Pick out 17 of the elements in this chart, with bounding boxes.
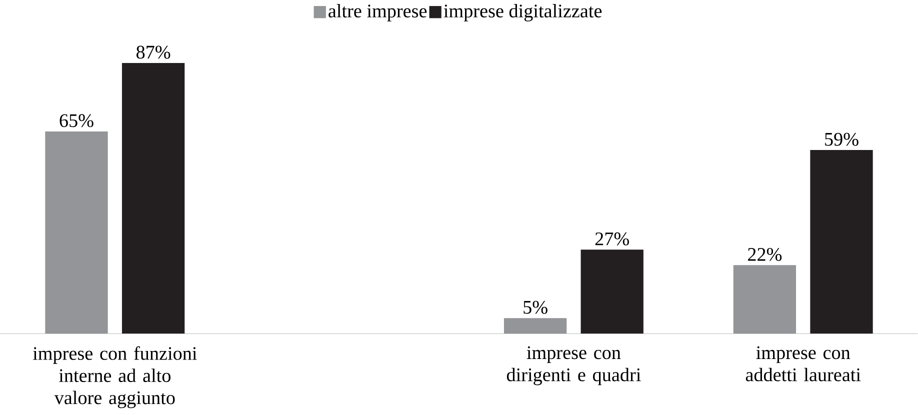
x-tick-label: imprese con dirigenti e quadri <box>506 346 641 386</box>
bar <box>810 150 873 334</box>
bar <box>45 132 108 334</box>
data-label: 65% <box>60 114 94 128</box>
bar <box>504 318 567 334</box>
legend-label: altre imprese <box>328 4 427 22</box>
data-label: 22% <box>748 248 782 262</box>
x-tick-label: imprese con funzioni interne ad alto valore aggiunto <box>32 346 197 408</box>
legend-label: imprese digitalizzate <box>444 4 602 22</box>
data-label: 87% <box>136 46 170 59</box>
bar <box>580 250 644 334</box>
data-label: 27% <box>595 232 629 246</box>
bar <box>733 265 796 334</box>
data-label: 5% <box>524 301 548 314</box>
x-tick-label: imprese con addetti laureati <box>746 346 861 382</box>
data-label: 59% <box>825 133 858 146</box>
bar <box>122 63 185 334</box>
